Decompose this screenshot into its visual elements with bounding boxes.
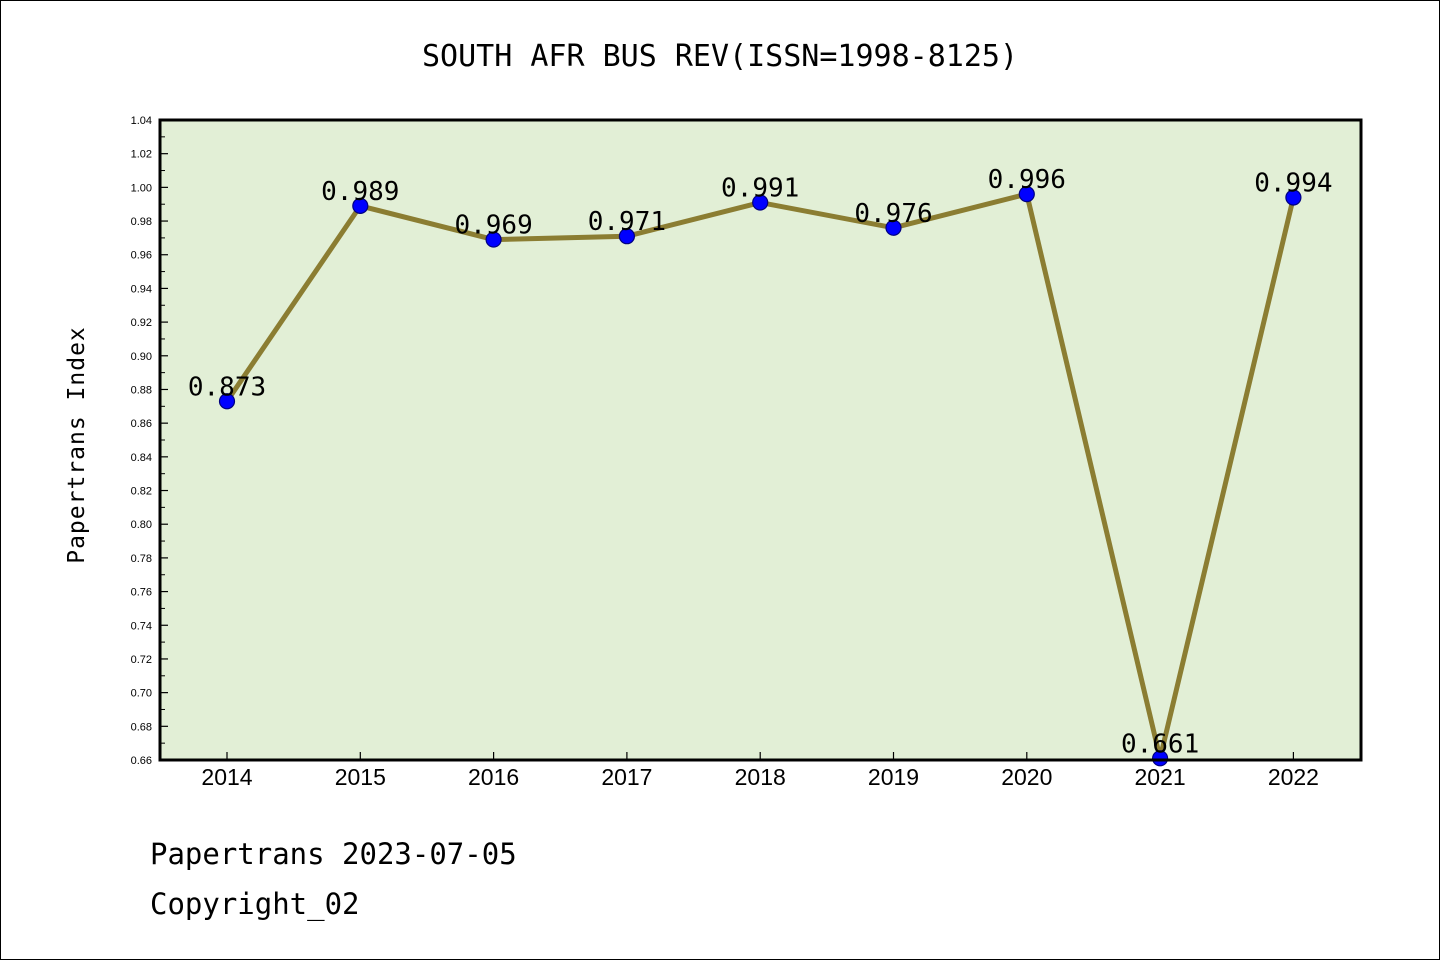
y-tick-label: 0.88 [131,384,152,396]
y-tick-label: 0.78 [131,553,152,565]
data-label-2016: 0.969 [454,211,532,241]
y-tick-label: 0.98 [131,216,152,228]
data-point-2017 [618,228,636,245]
x-tick-label: 2017 [601,764,652,790]
data-label-2021: 0.661 [1121,729,1199,759]
y-tick-label: 1.00 [131,182,152,194]
y-tick-label: 0.82 [131,486,152,498]
footer-copyright: Copyright_02 [150,887,360,922]
data-label-2015: 0.989 [321,177,399,207]
x-tick-label: 2021 [1135,764,1186,790]
y-tick-label: 0.84 [131,452,152,464]
x-tick-label: 2014 [201,764,252,790]
data-point-2020 [1018,186,1035,203]
y-tick-label: 0.70 [131,688,152,700]
data-point-2018 [752,194,769,211]
chart-title: SOUTH AFR BUS REV(ISSN=1998-8125) [422,39,1018,74]
y-axis: 0.66 0.68 0.70 0.72 0.74 0.76 0.78 0.80 0.82 0.84… [131,115,168,767]
plot-area [160,120,1361,760]
y-tick-label: 0.80 [131,519,152,531]
data-point-2015 [352,197,369,214]
plot-border [158,118,1363,762]
x-tick-label: 2020 [1001,764,1052,790]
data-point-2021 [1151,750,1169,767]
y-tick-label: 0.66 [131,755,152,767]
x-axis: 2014 2015 2016 2017 2018 2019 2020 2021 2022 [201,752,1319,790]
y-tick-label: 0.72 [131,654,152,666]
footer-date: Papertrans 2023-07-05 [150,837,517,871]
data-label-2014: 0.873 [188,372,266,402]
data-labels: 0.873 0.989 0.969 0.971 0.991 0.976 0.996 0.661… [188,165,1333,759]
data-label-2018: 0.991 [721,174,799,204]
y-tick-label: 0.92 [131,317,152,329]
y-tick-label: 0.74 [131,620,152,632]
x-tick-label: 2015 [335,764,386,790]
data-label-2020: 0.996 [988,165,1066,195]
y-axis-label: Papertrans Index [64,326,90,564]
x-tick-label: 2018 [735,764,786,790]
x-tick-label: 2019 [868,764,919,790]
x-tick-label: 2022 [1268,764,1319,790]
y-tick-label: 0.90 [131,351,152,363]
data-label-2022: 0.994 [1254,168,1332,198]
data-point-2019 [885,219,902,236]
data-point-2016 [485,231,502,248]
y-tick-label: 1.04 [131,115,152,127]
y-tick-label: 1.02 [131,149,152,161]
y-tick-label: 0.76 [131,587,152,599]
y-tick-label: 0.68 [131,721,152,733]
data-point-2014 [218,393,236,410]
y-tick-label: 0.86 [131,418,152,430]
data-points [218,186,1302,767]
x-tick-label: 2016 [468,764,519,790]
data-label-2019: 0.976 [854,199,932,229]
y-tick-label: 0.96 [131,250,152,262]
y-tick-label: 0.94 [131,283,152,295]
data-point-2022 [1285,189,1302,206]
data-label-2017: 0.971 [588,207,666,237]
